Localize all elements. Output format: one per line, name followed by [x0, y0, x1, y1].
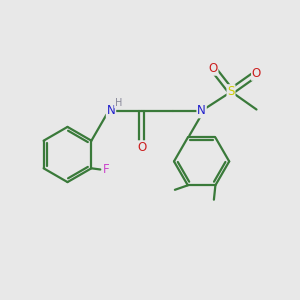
Text: F: F: [103, 163, 109, 176]
Text: S: S: [227, 85, 235, 98]
Text: O: O: [252, 67, 261, 80]
Text: O: O: [137, 141, 146, 154]
Text: N: N: [197, 104, 206, 118]
Text: O: O: [208, 62, 217, 75]
Text: N: N: [106, 104, 116, 118]
Text: H: H: [115, 98, 122, 108]
